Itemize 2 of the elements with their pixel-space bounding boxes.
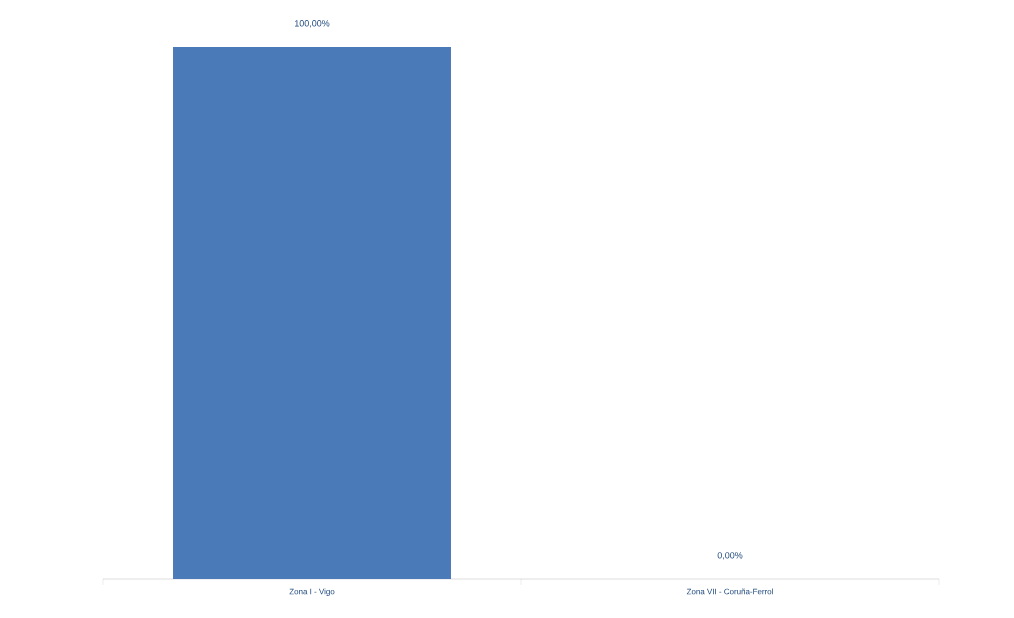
data-label: 100,00% — [294, 20, 330, 28]
data-label: 0,00% — [717, 552, 743, 560]
